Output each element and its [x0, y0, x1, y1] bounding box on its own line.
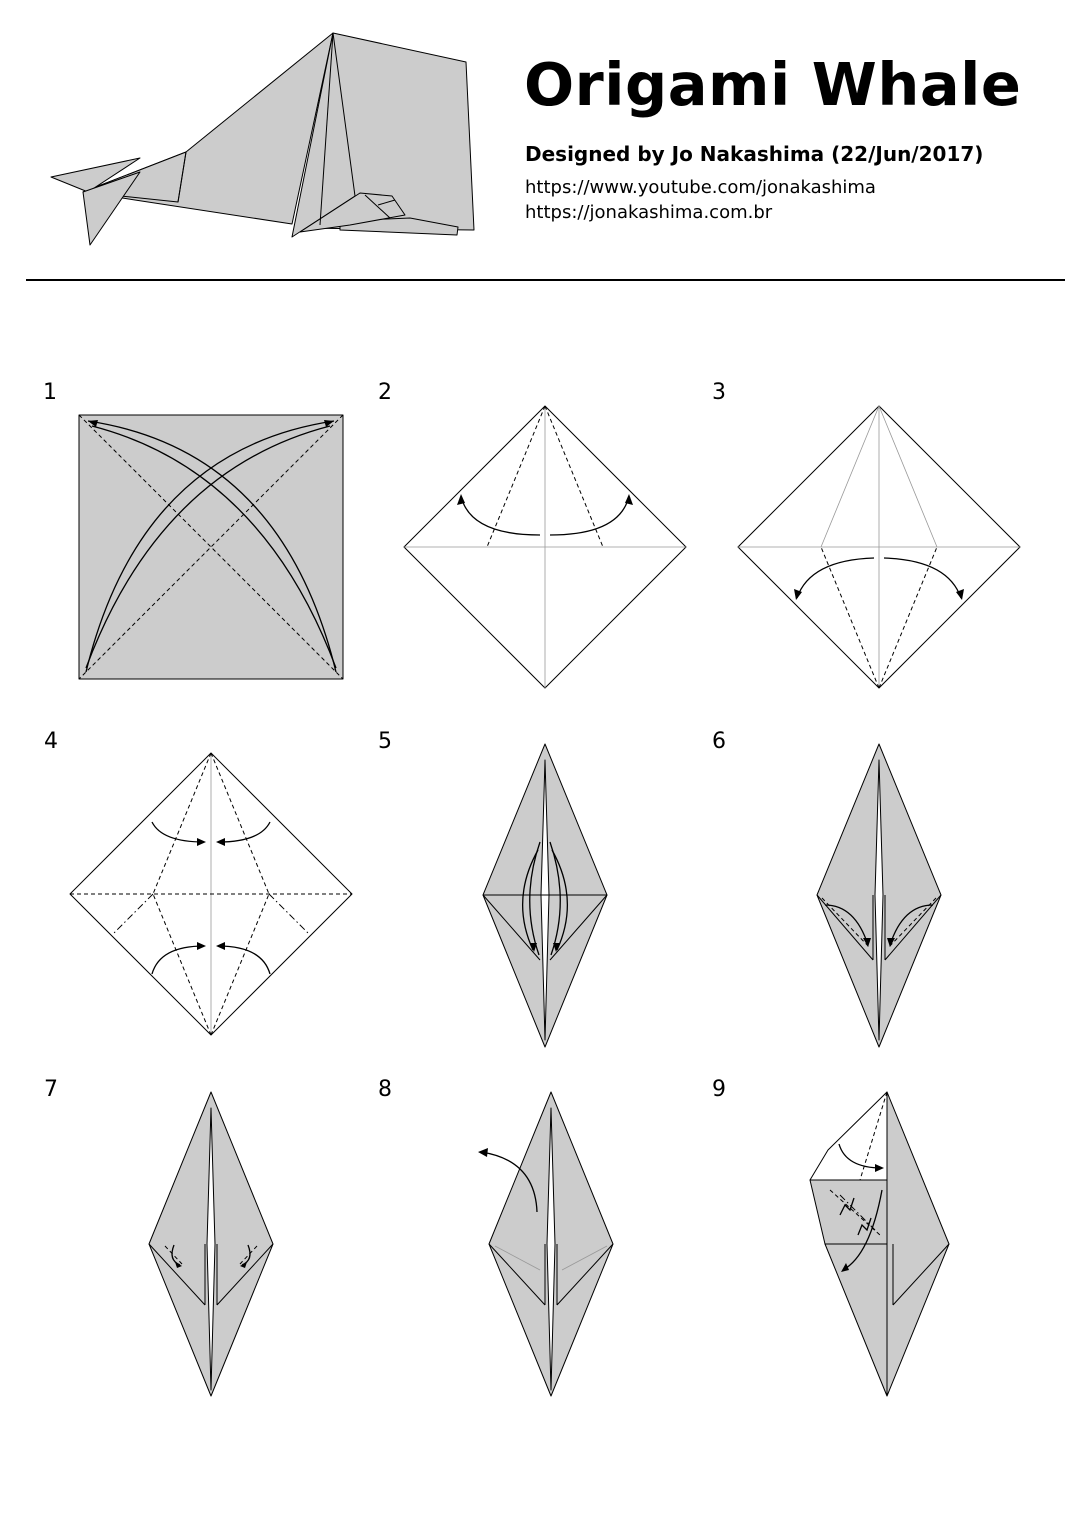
- whale-illustration: [50, 32, 475, 246]
- step-number-6: 6: [712, 729, 726, 754]
- step-number-9: 9: [712, 1077, 726, 1102]
- youtube-link[interactable]: https://www.youtube.com/jonakashima: [525, 177, 876, 198]
- step-number-1: 1: [43, 380, 57, 405]
- step-9-diagram: [809, 1091, 950, 1397]
- header-divider: [26, 279, 1065, 281]
- step-number-8: 8: [378, 1077, 392, 1102]
- website-link[interactable]: https://jonakashima.com.br: [525, 202, 773, 223]
- step-number-3: 3: [712, 380, 726, 405]
- step-6-diagram: [816, 743, 942, 1048]
- step-2-diagram: [403, 405, 687, 689]
- step-number-7: 7: [44, 1077, 58, 1102]
- step-3-diagram: [737, 405, 1021, 689]
- step-7-diagram: [148, 1091, 274, 1397]
- step-number-5: 5: [378, 729, 392, 754]
- step-4-diagram: [69, 752, 353, 1036]
- step-number-4: 4: [44, 729, 58, 754]
- page-title: Origami Whale: [524, 50, 1022, 119]
- designer-credit: Designed by Jo Nakashima (22/Jun/2017): [525, 142, 984, 166]
- step-5-diagram: [482, 743, 608, 1048]
- step-number-2: 2: [378, 380, 392, 405]
- step-1-diagram: [78, 414, 344, 680]
- step-8-diagram: [478, 1091, 614, 1397]
